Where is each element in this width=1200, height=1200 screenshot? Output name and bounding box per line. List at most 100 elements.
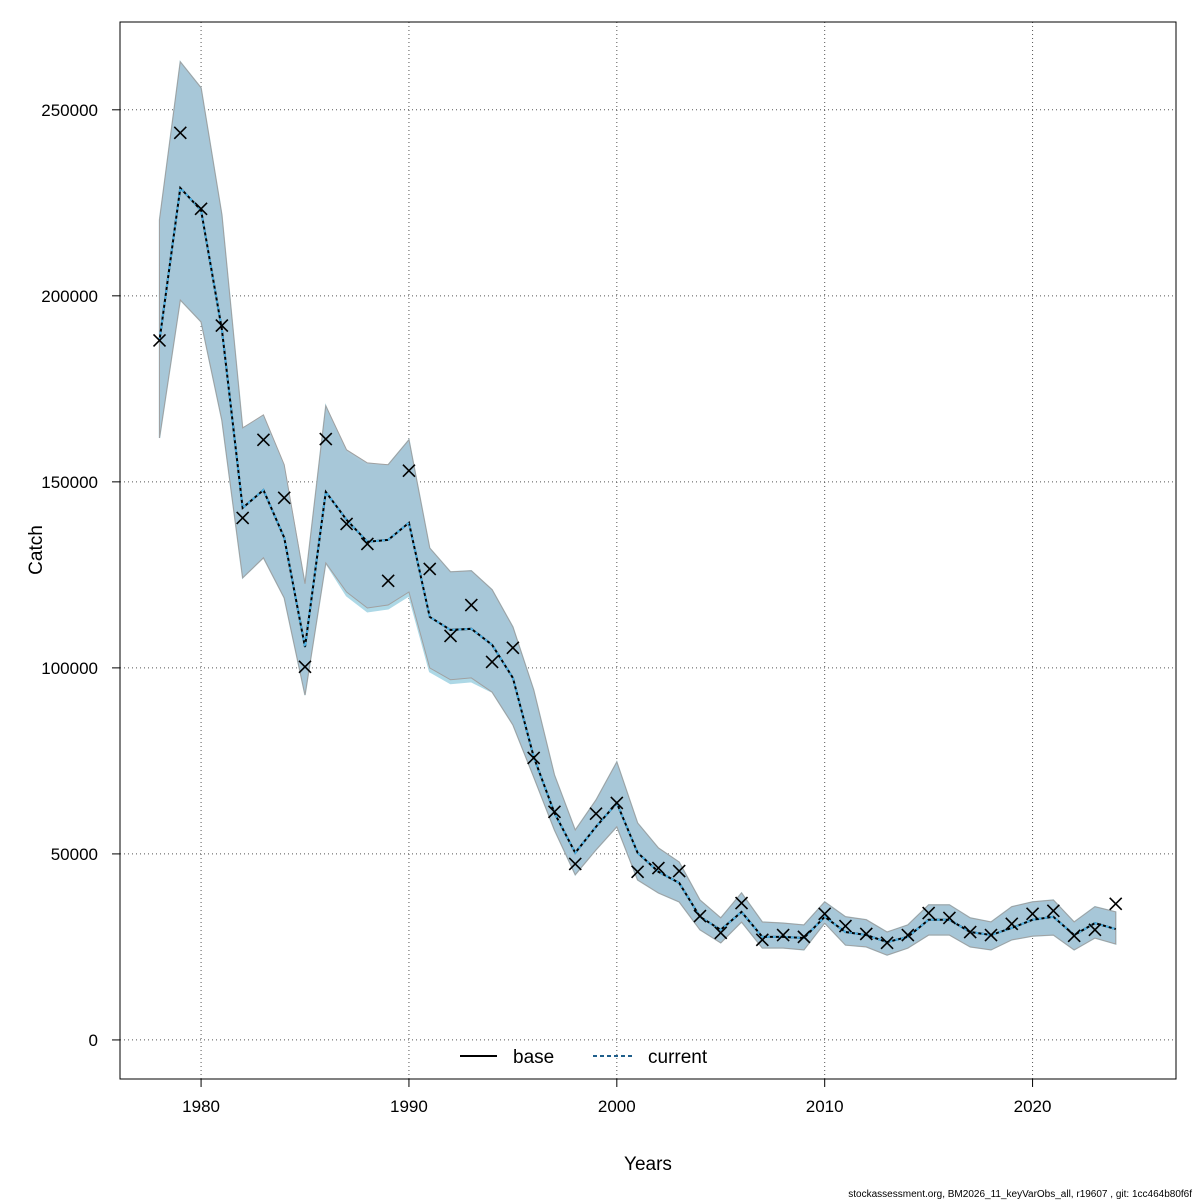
marker-stroke (693, 909, 707, 923)
marker-stroke (859, 927, 873, 941)
marker-stroke (485, 655, 499, 669)
observation-marker (236, 511, 250, 525)
y-tick-label: 100000 (41, 659, 98, 678)
observation-marker (256, 433, 270, 447)
marker-stroke (1109, 897, 1123, 911)
marker-stroke (631, 865, 645, 879)
observation-marker (776, 928, 790, 942)
observation-marker (984, 928, 998, 942)
marker-stroke (651, 861, 665, 875)
marker-stroke (464, 598, 478, 612)
marker-stroke (1088, 923, 1102, 937)
marker-stroke (942, 911, 956, 925)
current-band (158, 59, 1117, 956)
marker-stroke (1026, 907, 1040, 921)
observation-marker (402, 464, 416, 478)
marker-stroke (236, 511, 250, 525)
observation-marker (672, 864, 686, 878)
x-axis-label: Years (624, 1154, 672, 1175)
marker-stroke (547, 805, 562, 819)
x-tick-label: 2010 (806, 1097, 844, 1116)
marker-stroke (734, 896, 749, 910)
observation-marker (298, 660, 312, 674)
observation-marker (1005, 917, 1019, 931)
y-tick-label: 250000 (41, 101, 98, 120)
observation-marker (714, 926, 728, 940)
observation-markers (152, 126, 1123, 950)
observation-marker (485, 655, 499, 669)
observation-marker (818, 907, 832, 921)
x-tick-label: 2020 (1014, 1097, 1052, 1116)
observation-marker (922, 906, 936, 920)
observation-marker (797, 930, 811, 944)
marker-stroke (152, 333, 167, 348)
observation-marker (1067, 929, 1081, 943)
observation-marker (651, 861, 665, 875)
marker-stroke (880, 936, 894, 950)
marker-stroke (776, 928, 790, 942)
marker-stroke (838, 919, 853, 933)
observation-marker (568, 857, 582, 871)
legend-current-label: current (648, 1047, 708, 1068)
marker-stroke (527, 751, 541, 765)
marker-stroke (506, 641, 520, 655)
marker-stroke (589, 807, 603, 821)
marker-stroke (714, 926, 728, 940)
observation-marker (215, 319, 229, 333)
observation-marker (859, 927, 873, 941)
observation-marker (277, 491, 291, 505)
y-tick-label: 50000 (51, 845, 98, 864)
axes: 1980 1990 2000 2010 2020 0 50000 100000 150000 20… (41, 101, 1051, 1116)
marker-stroke (1046, 904, 1060, 918)
y-axis-label: Catch (26, 525, 47, 575)
marker-stroke (277, 491, 291, 505)
marker-stroke (256, 433, 270, 447)
marker-stroke (443, 629, 458, 643)
y-tick-label: 200000 (41, 287, 98, 306)
marker-stroke (319, 432, 333, 446)
marker-stroke (215, 319, 229, 333)
x-tick-label: 2000 (598, 1097, 636, 1116)
observation-marker (1088, 923, 1102, 937)
marker-stroke (194, 202, 208, 216)
observation-marker (173, 126, 187, 140)
observation-marker (589, 807, 603, 821)
observation-marker (194, 202, 208, 216)
observation-marker (631, 865, 645, 879)
marker-stroke (360, 537, 374, 551)
observation-marker (443, 629, 458, 643)
observation-marker (506, 641, 520, 655)
observation-marker (1026, 907, 1040, 921)
observation-marker (880, 936, 894, 950)
marker-stroke (797, 930, 811, 944)
observation-marker (381, 574, 395, 588)
observation-marker (423, 562, 437, 576)
base-band (158, 60, 1117, 956)
observation-marker (340, 517, 354, 531)
observation-marker (152, 333, 167, 348)
marker-stroke (818, 907, 832, 921)
marker-stroke (423, 562, 437, 576)
y-tick-label: 0 (89, 1031, 98, 1050)
observation-marker (901, 928, 915, 942)
observation-marker (942, 911, 956, 925)
plot-frame (119, 21, 1177, 1080)
marker-stroke (402, 464, 416, 478)
observation-marker (693, 909, 707, 923)
observation-marker (734, 896, 749, 910)
observation-marker (527, 751, 541, 765)
observation-marker (1109, 897, 1123, 911)
observation-marker (464, 598, 478, 612)
observation-marker (547, 805, 562, 819)
x-tick-label: 1990 (390, 1097, 428, 1116)
marker-stroke (901, 928, 915, 942)
marker-stroke (610, 796, 624, 810)
legend-base-label: base (513, 1047, 554, 1068)
marker-stroke (963, 925, 977, 939)
marker-stroke (922, 906, 936, 920)
observation-marker (963, 925, 977, 939)
marker-stroke (1005, 917, 1019, 931)
marker-stroke (173, 126, 187, 140)
x-tick-label: 1980 (182, 1097, 220, 1116)
